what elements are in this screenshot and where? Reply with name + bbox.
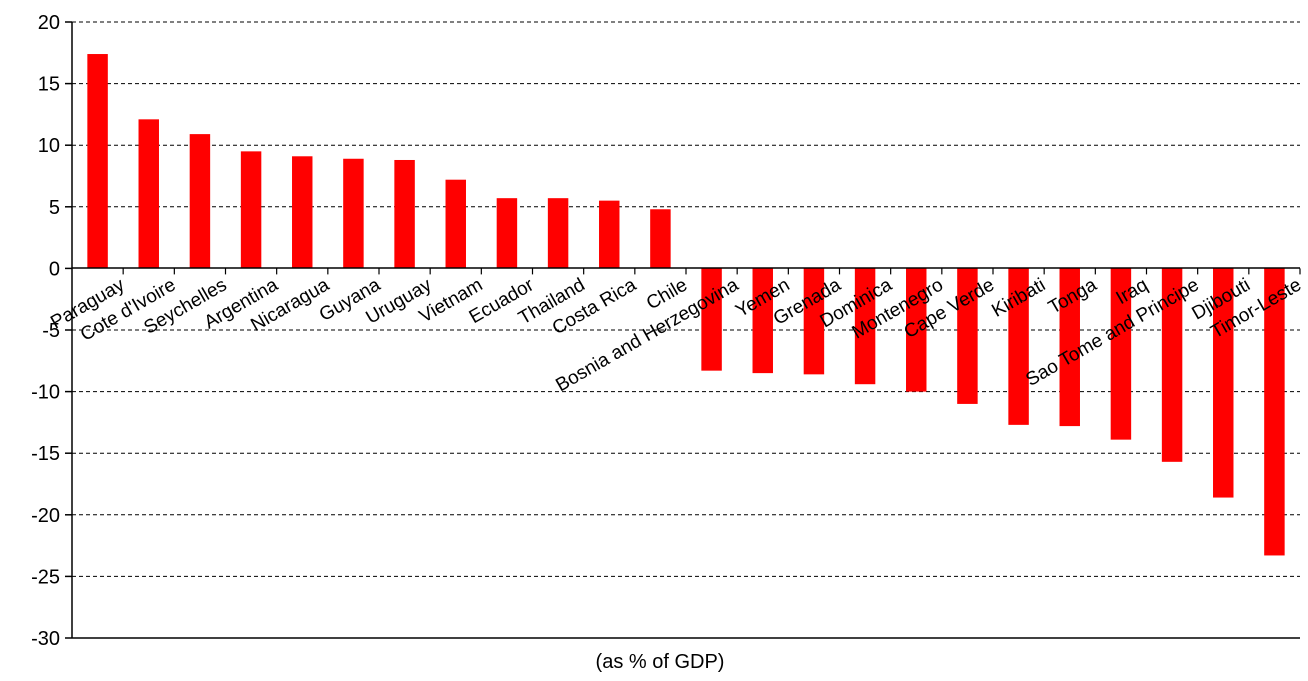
y-tick-label: 5	[49, 197, 60, 219]
bar	[1161, 268, 1183, 462]
bar	[138, 119, 159, 269]
y-tick-label: -15	[31, 443, 60, 465]
bar	[547, 198, 569, 269]
bar	[189, 134, 211, 269]
y-tick-label: 10	[38, 135, 60, 157]
bar	[1059, 268, 1080, 427]
gridlines	[72, 21, 1300, 577]
y-tick-label: -30	[31, 628, 60, 650]
bar	[701, 268, 722, 371]
y-tick-labels: 20 15 10 5 0 -5 -10 -15 -20 -25 -30	[31, 12, 72, 650]
bar	[445, 179, 466, 269]
x-axis-label: (as % of GDP)	[596, 651, 725, 673]
bar	[343, 158, 364, 269]
bar	[1110, 268, 1132, 440]
bar	[752, 268, 773, 374]
bar	[650, 209, 671, 269]
y-tick-label: -5	[42, 320, 60, 342]
bar	[906, 268, 927, 392]
bar	[1264, 268, 1285, 556]
bars	[87, 54, 1301, 556]
bar	[394, 159, 415, 269]
bar	[854, 268, 876, 385]
y-tick-label: -25	[31, 566, 60, 588]
bar	[957, 268, 978, 404]
bar	[87, 54, 108, 269]
y-tick-label: 0	[49, 258, 60, 280]
y-tick-label: 20	[38, 12, 60, 34]
y-tick-label: 15	[38, 74, 60, 96]
bar	[292, 156, 313, 269]
bar	[1008, 268, 1029, 425]
y-tick-label: -20	[31, 505, 60, 527]
bar	[1213, 268, 1234, 498]
bar	[240, 151, 262, 269]
bar	[496, 198, 518, 269]
bar	[803, 268, 825, 375]
y-tick-label: -10	[31, 382, 60, 404]
bar	[599, 200, 620, 269]
